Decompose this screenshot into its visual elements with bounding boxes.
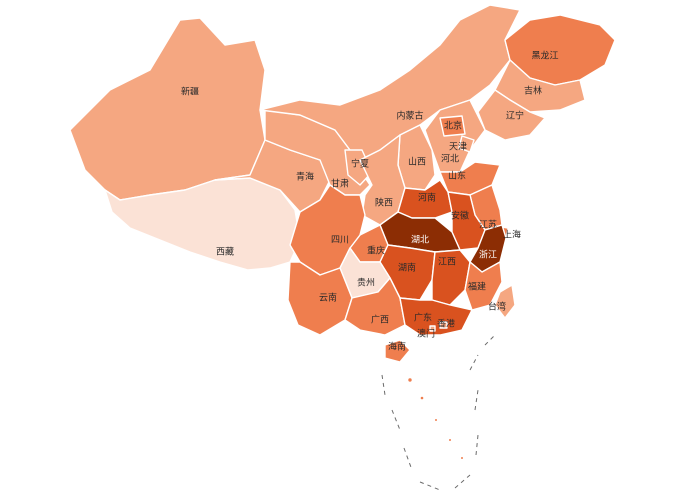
label-qinghai: 青海	[296, 171, 314, 183]
label-jilin: 吉林	[524, 85, 542, 97]
region-xinjiang[interactable]	[69, 17, 266, 201]
label-liaoning: 辽宁	[506, 110, 524, 122]
label-neimenggu: 内蒙古	[396, 110, 423, 122]
label-ningxia: 宁夏	[351, 158, 369, 170]
island-5	[460, 456, 464, 460]
label-yunnan: 云南	[319, 292, 337, 304]
label-hongkong: 香港	[437, 318, 455, 330]
label-zhejiang: 浙江	[479, 249, 497, 261]
province-labels: 新疆 西藏 青海 甘肃 内蒙古 黑龙江 吉林 辽宁 北京 天津 河北 山西 山东…	[181, 50, 559, 353]
island-1	[407, 377, 413, 383]
south-china-sea-outline	[381, 334, 496, 491]
label-guizhou: 贵州	[357, 277, 375, 289]
nine-dash-line	[381, 334, 496, 491]
island-3	[434, 418, 438, 422]
region-hongkong[interactable]	[439, 321, 448, 329]
province-regions	[69, 4, 616, 363]
label-guangdong: 广东	[414, 312, 432, 324]
label-guangxi: 广西	[371, 314, 389, 326]
label-shandong: 山东	[448, 170, 466, 182]
region-taiwan[interactable]	[494, 284, 516, 319]
island-2	[419, 395, 425, 401]
region-macau[interactable]	[429, 325, 436, 332]
label-shanghai: 上海	[503, 229, 521, 241]
label-fujian: 福建	[468, 281, 486, 293]
region-guangdong[interactable]	[399, 297, 473, 336]
label-jiangsu: 江苏	[479, 219, 497, 231]
label-xizang: 西藏	[216, 246, 234, 258]
region-liaoning[interactable]	[477, 89, 546, 141]
island-4	[448, 438, 452, 442]
label-hebei: 河北	[441, 153, 459, 165]
region-hainan[interactable]	[384, 339, 411, 363]
label-shanxi: 山西	[408, 157, 426, 168]
label-anhui: 安徽	[451, 210, 469, 222]
region-beijing[interactable]	[439, 115, 466, 137]
label-hainan: 海南	[388, 341, 406, 353]
label-macau: 澳门	[417, 328, 435, 340]
label-hubei: 湖北	[411, 235, 429, 246]
label-jiangxi: 江西	[438, 257, 456, 268]
label-sichuan: 四川	[331, 236, 349, 246]
region-fujian[interactable]	[464, 261, 503, 311]
label-henan: 河南	[418, 192, 436, 204]
region-tianjin[interactable]	[458, 135, 475, 153]
label-beijing: 北京	[444, 120, 462, 132]
label-shaanxi: 陕西	[375, 197, 393, 209]
region-jiangxi[interactable]	[431, 249, 471, 306]
label-taiwan: 台湾	[488, 301, 506, 313]
label-chongqing: 重庆	[367, 245, 385, 257]
label-hunan: 湖南	[398, 262, 416, 274]
label-heilongjiang: 黑龙江	[531, 50, 558, 62]
label-xinjiang: 新疆	[181, 86, 199, 98]
label-tianjin: 天津	[449, 142, 467, 153]
label-gansu: 甘肃	[331, 178, 349, 190]
